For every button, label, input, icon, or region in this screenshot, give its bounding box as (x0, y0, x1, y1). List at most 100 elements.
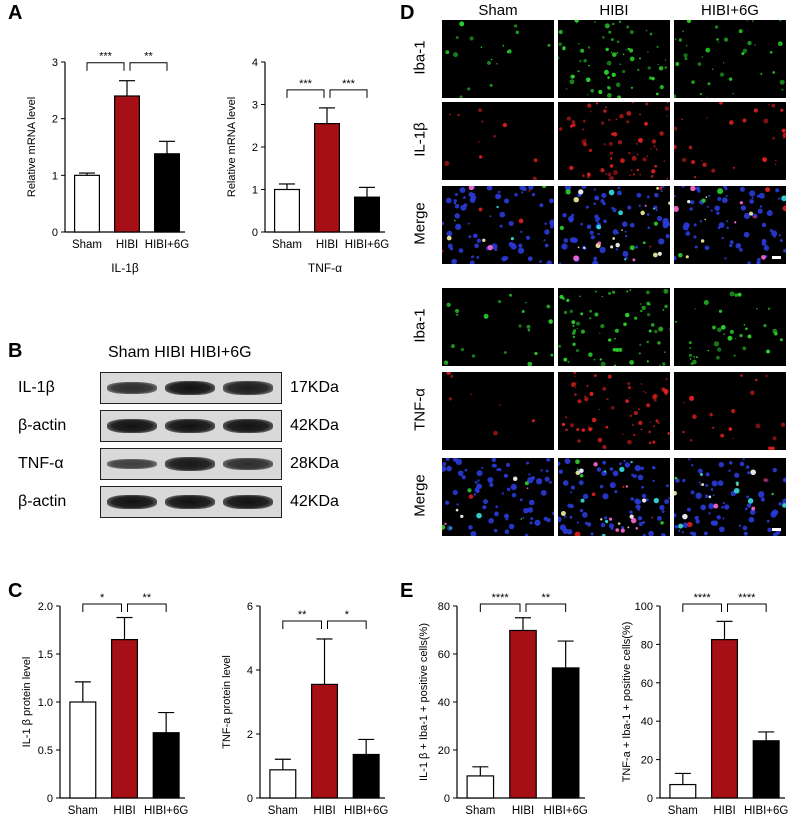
nucleus-dot (698, 481, 701, 484)
stain-dot (547, 43, 551, 47)
merge-dot (560, 511, 566, 516)
stain-dot (499, 404, 502, 407)
micro-column-header: HIBI+6G (701, 2, 759, 19)
stain-dot (650, 174, 654, 178)
blot-strip (100, 410, 282, 442)
stain-dot (627, 439, 632, 445)
stain-dot (645, 290, 650, 295)
stain-dot (689, 439, 693, 442)
nucleus-dot (772, 509, 779, 516)
merge-dot (478, 207, 483, 212)
merge-dot (627, 526, 630, 529)
merge-dot (442, 249, 444, 253)
nucleus-dot (447, 243, 453, 249)
significance-bracket (282, 620, 322, 629)
y-axis-label: TNF-a + Iba-1 + positive cells(%) (621, 622, 633, 783)
merge-dot (487, 244, 493, 251)
bar-hibi-6g (352, 753, 380, 799)
nucleus-dot (592, 260, 599, 264)
nucleus-dot (477, 479, 480, 482)
nucleus-dot (705, 483, 709, 487)
stain-dot (664, 66, 667, 69)
nucleus-dot (564, 186, 572, 191)
nucleus-dot (476, 238, 482, 243)
nucleus-dot (593, 202, 597, 206)
merge-dot (750, 469, 756, 476)
stain-dot (527, 361, 533, 366)
stain-dot (612, 290, 616, 294)
stain-dot (630, 86, 634, 89)
stain-dot (651, 169, 656, 174)
merge-dot (705, 196, 708, 198)
micrograph (558, 372, 670, 450)
merge-dot (579, 474, 584, 478)
stain-dot (646, 301, 651, 306)
nucleus-dot (581, 186, 587, 189)
nucleus-dot (579, 508, 584, 513)
stain-dot (569, 165, 574, 171)
micrograph (674, 372, 786, 450)
stain-dot (637, 137, 643, 143)
stain-dot (586, 175, 590, 179)
nucleus-dot (757, 208, 763, 214)
micrograph (442, 288, 554, 366)
stain-dot (745, 327, 748, 331)
stain-dot (591, 417, 597, 423)
stain-dot (570, 382, 576, 387)
stain-dot (779, 338, 783, 342)
stain-dot (667, 432, 670, 435)
stain-dot (572, 324, 575, 327)
y-tick-label: 4 (247, 665, 253, 677)
merge-dot (526, 487, 529, 490)
stain-dot (683, 53, 688, 58)
blot-band (165, 457, 215, 471)
nucleus-dot (718, 461, 725, 468)
stain-dot (630, 169, 633, 172)
nucleus-dot (655, 208, 658, 212)
blot-band (107, 458, 157, 470)
merge-dot (513, 476, 518, 482)
stain-dot (457, 113, 460, 117)
nucleus-dot (772, 532, 778, 536)
stain-dot (649, 32, 653, 36)
nucleus-dot (772, 467, 777, 473)
merge-dot (596, 224, 602, 230)
stain-dot (721, 325, 726, 330)
merge-dot (446, 235, 452, 241)
stain-dot (615, 348, 620, 352)
stain-dot (588, 426, 590, 428)
stain-dot (693, 356, 696, 358)
stain-dot (728, 77, 733, 81)
stain-dot (690, 362, 694, 366)
stain-dot (606, 398, 609, 401)
nucleus-dot (535, 478, 543, 485)
micrograph (442, 372, 554, 450)
stain-dot (608, 338, 612, 342)
nucleus-dot (693, 235, 697, 239)
micro-row-label: TNF-α (411, 388, 429, 431)
nucleus-dot (775, 188, 780, 193)
nucleus-dot (688, 458, 691, 461)
stain-dot (487, 60, 491, 65)
merge-dot (781, 195, 786, 202)
nucleus-dot (646, 195, 650, 199)
stain-dot (617, 140, 623, 145)
stain-dot (598, 89, 603, 95)
micrograph-image (682, 374, 786, 450)
merge-dot (690, 186, 696, 192)
nucleus-dot (459, 187, 466, 193)
nucleus-dot (563, 238, 569, 243)
nucleus-dot (442, 462, 447, 466)
stain-dot (587, 93, 589, 96)
nucleus-dot (746, 503, 752, 508)
merge-dot (642, 241, 646, 245)
nucleus-dot (546, 458, 551, 462)
blot-band (223, 419, 273, 433)
nucleus-dot (622, 250, 629, 257)
stain-dot (697, 62, 702, 66)
stain-dot (627, 386, 631, 390)
nucleus-dot (636, 192, 642, 198)
stain-dot (483, 313, 489, 319)
stain-dot (655, 148, 658, 151)
stain-dot (691, 80, 695, 84)
